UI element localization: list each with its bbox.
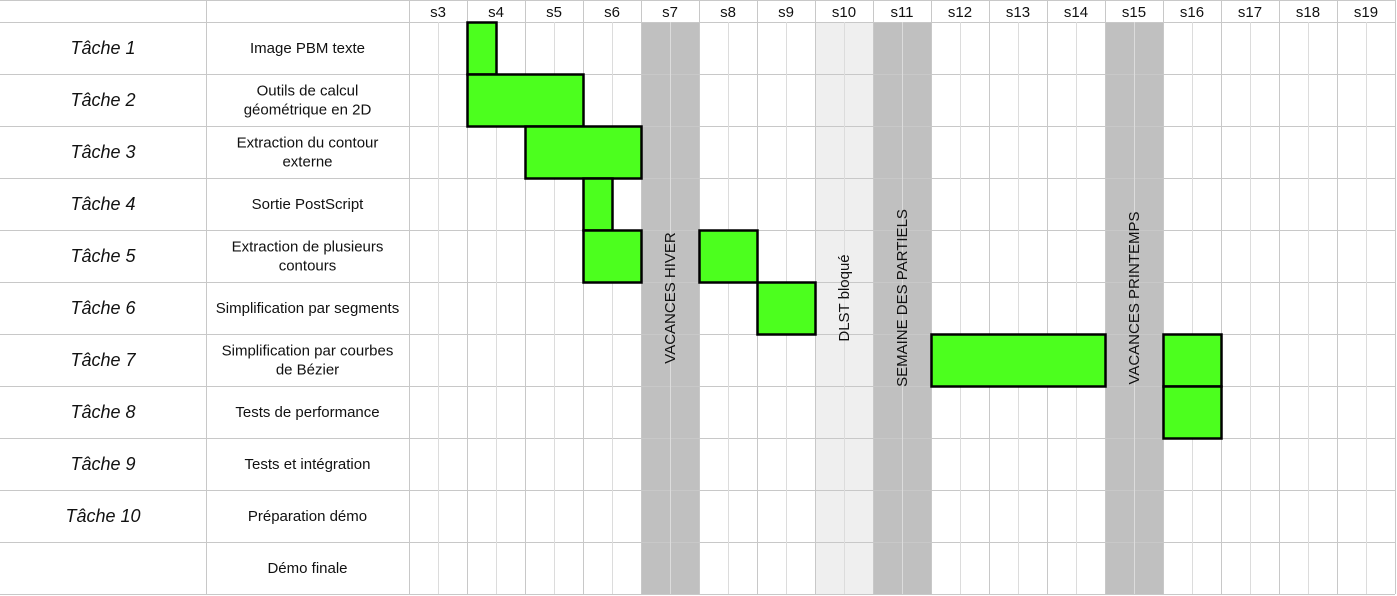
week-label-s6: s6 [604,4,620,21]
task-bar [1162,385,1223,440]
week-label-s16: s16 [1180,4,1204,21]
task-description: Outils de calcul géométrique en 2D [244,83,372,119]
task-description: Extraction du contour externe [237,135,379,171]
week-label-s14: s14 [1064,4,1088,21]
week-label-s13: s13 [1006,4,1030,21]
special-week-label-s7: VACANCES HIVER [662,232,679,364]
bars-layer [466,21,1223,440]
task-name: Tâche 6 [70,298,136,318]
week-label-s17: s17 [1238,4,1262,21]
week-label-s12: s12 [948,4,972,21]
task-description: Préparation démo [248,508,367,525]
task-bar [582,229,643,284]
task-bar [466,21,498,76]
week-label-s19: s19 [1354,4,1378,21]
task-description: Simplification par courbes de Bézier [222,343,394,379]
task-description: Tests et intégration [245,456,371,473]
week-label-s9: s9 [778,4,794,21]
task-name: Tâche 8 [70,402,135,422]
week-label-s7: s7 [662,4,678,21]
week-label-s18: s18 [1296,4,1320,21]
special-week-label-s15: VACANCES PRINTEMPS [1126,211,1143,384]
task-name: Tâche 3 [70,142,135,162]
task-description: Image PBM texte [250,40,365,57]
labels-layer: s3 s4 s5 s6 s7 s8 s9 s10 s11 s12 s13 s14 s15 s16 s17 s1… [65,4,1378,577]
task-name: Tâche 2 [70,90,135,110]
task-description: Extraction de plusieurs contours [232,239,384,275]
week-label-s4: s4 [488,4,504,21]
week-label-s10: s10 [832,4,856,21]
task-bar [756,281,817,336]
task-description: Démo finale [267,560,347,577]
task-description: Sortie PostScript [252,196,365,213]
task-name: Tâche 1 [70,38,135,58]
task-name: Tâche 4 [70,194,135,214]
task-bar [698,229,759,284]
week-label-s11: s11 [890,4,913,21]
task-description: Tests de performance [235,404,379,421]
task-name: Tâche 5 [70,246,136,266]
task-bar [1162,333,1223,388]
task-name: Tâche 9 [70,454,135,474]
week-label-s3: s3 [430,4,446,21]
task-bar [930,333,1107,388]
week-label-s15: s15 [1122,4,1146,21]
special-week-label-s11: SEMAINE DES PARTIELS [894,209,911,387]
task-description: Simplification par segments [216,300,399,317]
task-bar [466,73,585,128]
task-bar [582,177,614,232]
task-name: Tâche 7 [70,350,136,370]
task-bar [524,125,643,180]
task-name: Tâche 10 [65,506,140,526]
special-week-label-s10: DLST bloqué [836,254,853,341]
week-label-s5: s5 [546,4,562,21]
week-label-s8: s8 [720,4,736,21]
